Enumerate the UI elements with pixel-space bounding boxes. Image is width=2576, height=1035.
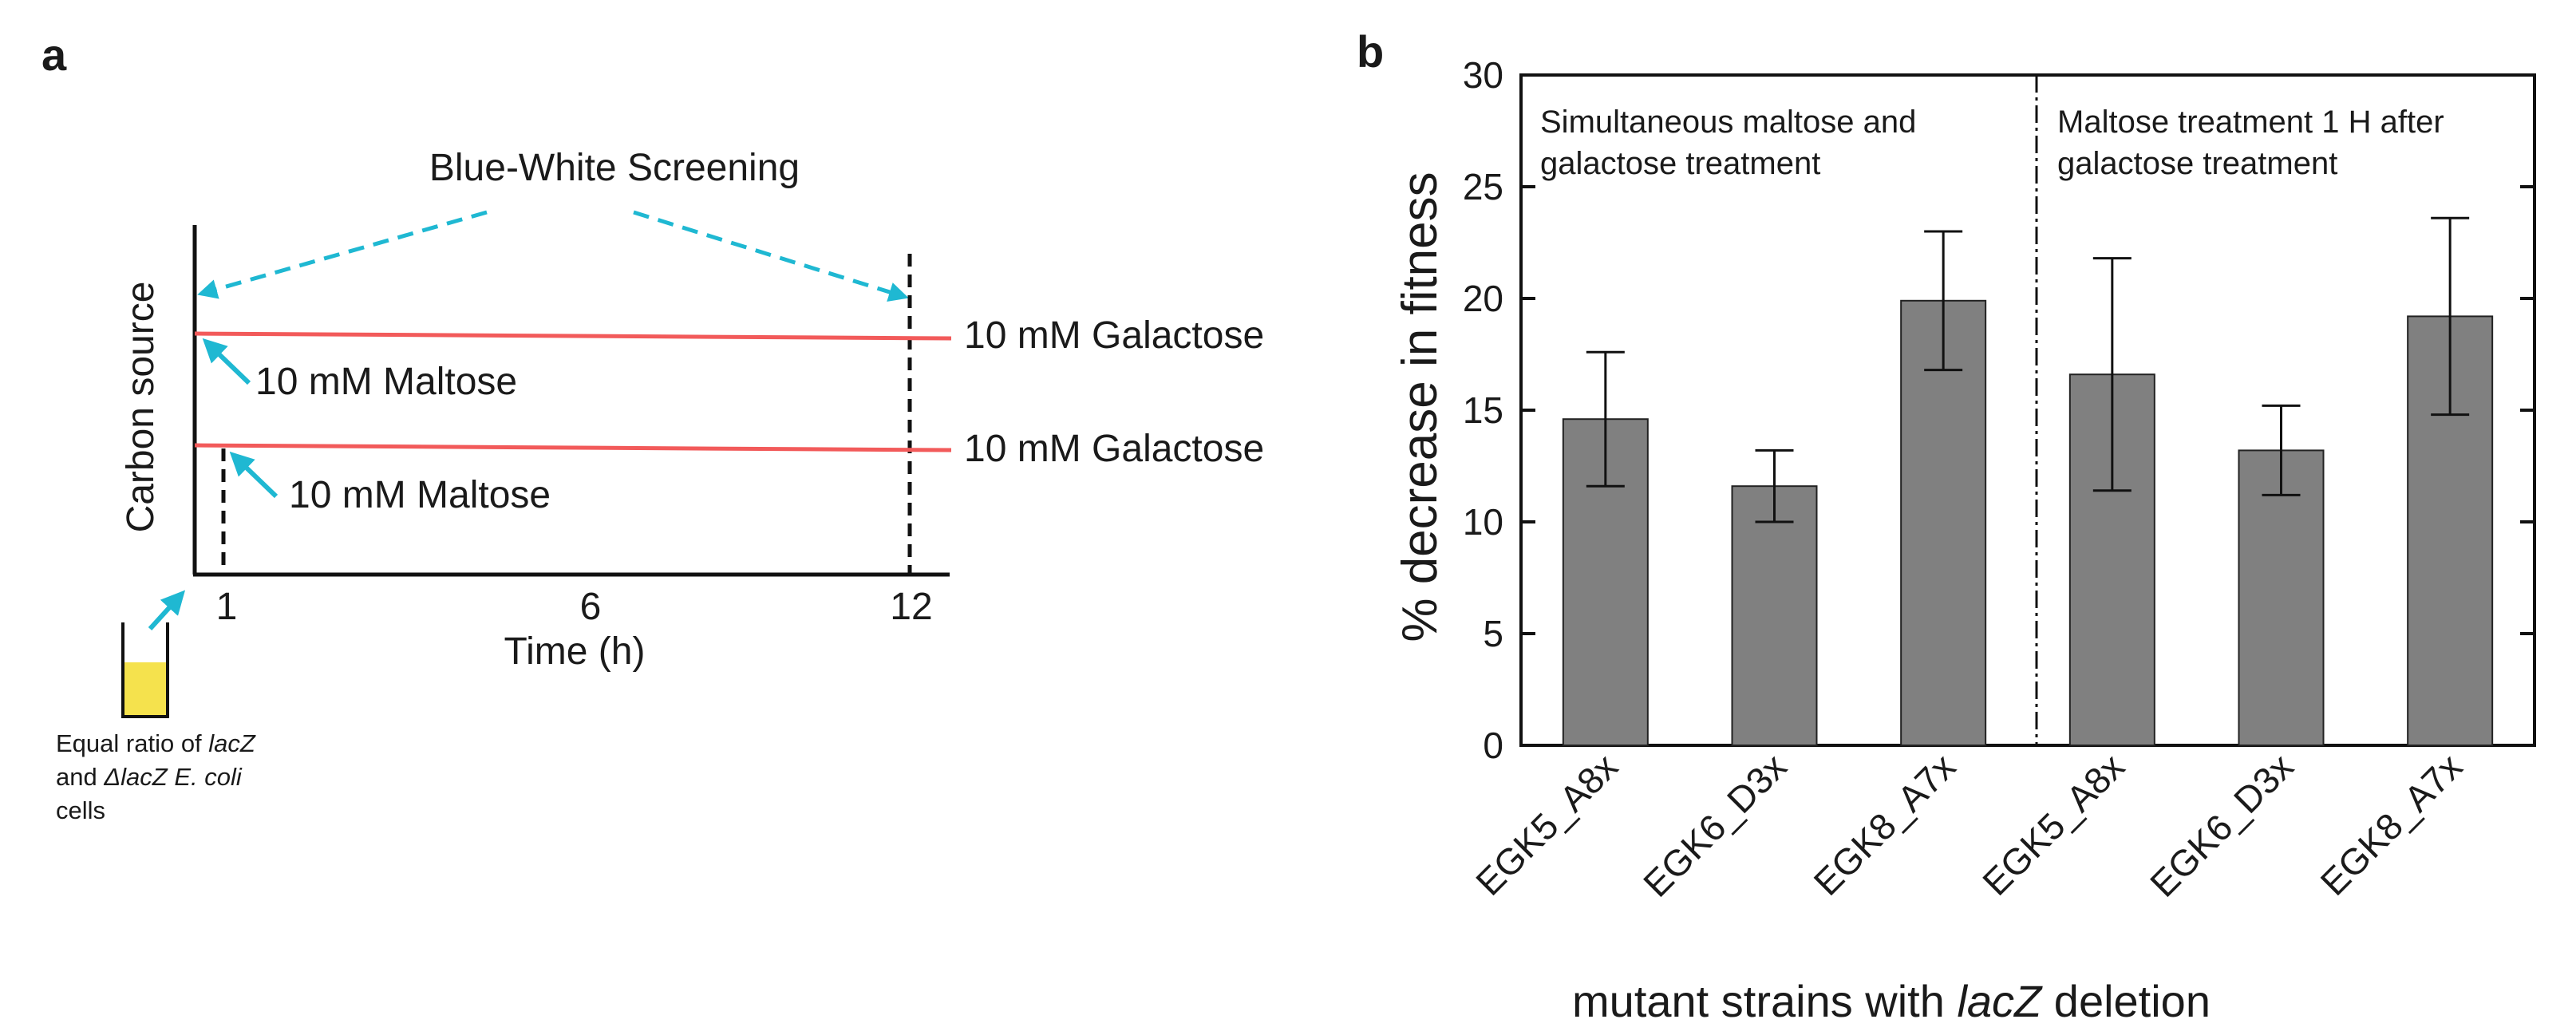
y-tick-label: 5 (1483, 613, 1503, 654)
y-tick-label: 20 (1463, 278, 1503, 319)
galactose-line-lower (194, 443, 952, 452)
group2-label-line2: galactose treatment (2057, 146, 2337, 181)
screening-title: Blue-White Screening (429, 147, 800, 189)
x-tick-label: EGK8_A7x (2313, 745, 2471, 903)
y-tick-label: 30 (1463, 54, 1503, 96)
x-tick-label: EGK5_A8x (1468, 745, 1626, 903)
y-axis-label: % decrease in fitness (1393, 172, 1448, 642)
carbon-source-axis-label: Carbon source (120, 282, 162, 533)
group1-label-line1: Simultaneous maltose and (1540, 105, 1916, 140)
chart-error-bars (1586, 216, 2470, 523)
y-tick-label: 25 (1463, 166, 1503, 207)
panel-b-letter: b (1357, 26, 1384, 77)
galactose-line-upper (194, 331, 952, 341)
bar (1900, 299, 1987, 746)
y-tick-label: 0 (1483, 725, 1503, 766)
maltose-label-upper: 10 mM Maltose (255, 361, 517, 403)
test-tube-icon (121, 622, 169, 718)
y-tick-label: 10 (1463, 501, 1503, 543)
panel-b: b % decrease in fitness 0 5 10 15 20 25 30 EGK… (1357, 26, 2536, 1026)
time-axis-label: Time (h) (504, 630, 646, 673)
chart-bars (1562, 299, 2494, 747)
tube-arrow (148, 590, 186, 631)
galactose-label-lower: 10 mM Galactose (964, 428, 1264, 470)
bar (2238, 449, 2325, 747)
maltose-arrow-lower (229, 451, 279, 499)
screening-arrow-right (633, 210, 909, 302)
x-tick-label: EGK6_D3x (1635, 745, 1794, 904)
time-tick-1: 1 (216, 586, 238, 628)
time-tick-12: 12 (890, 586, 932, 628)
galactose-label-upper: 10 mM Galactose (964, 314, 1264, 357)
bar (1731, 485, 1818, 746)
panel-a: a Blue-White Screening 10 mM Galactose 1… (41, 30, 1264, 824)
x-tick-label: EGK5_A8x (1974, 745, 2132, 903)
group2-label-line1: Maltose treatment 1 H after (2057, 105, 2444, 140)
y-tick-label: 15 (1463, 389, 1503, 431)
chart-axes: 0 5 10 15 20 25 30 (1463, 54, 2536, 766)
time-tick-6: 6 (580, 586, 602, 628)
x-axis-label: mutant strains with lacZ deletion (1572, 976, 2211, 1026)
screening-arrow-left (197, 210, 488, 299)
chart-x-tick-labels: EGK5_A8x EGK6_D3x EGK8_A7x EGK5_A8x EGK6_D3x… (1468, 745, 2470, 904)
maltose-label-lower: 10 mM Maltose (289, 474, 551, 516)
tube-caption-line2: and ΔlacZ E. coli (56, 763, 243, 791)
x-tick-label: EGK6_D3x (2142, 745, 2301, 904)
x-tick-label: EGK8_A7x (1806, 745, 1964, 903)
maltose-arrow-upper (202, 338, 251, 385)
group1-label-line2: galactose treatment (1540, 146, 1820, 181)
tube-caption-line3: cells (56, 796, 105, 824)
tube-caption-line1: Equal ratio of lacZ (56, 729, 256, 757)
panel-a-letter: a (41, 30, 67, 80)
